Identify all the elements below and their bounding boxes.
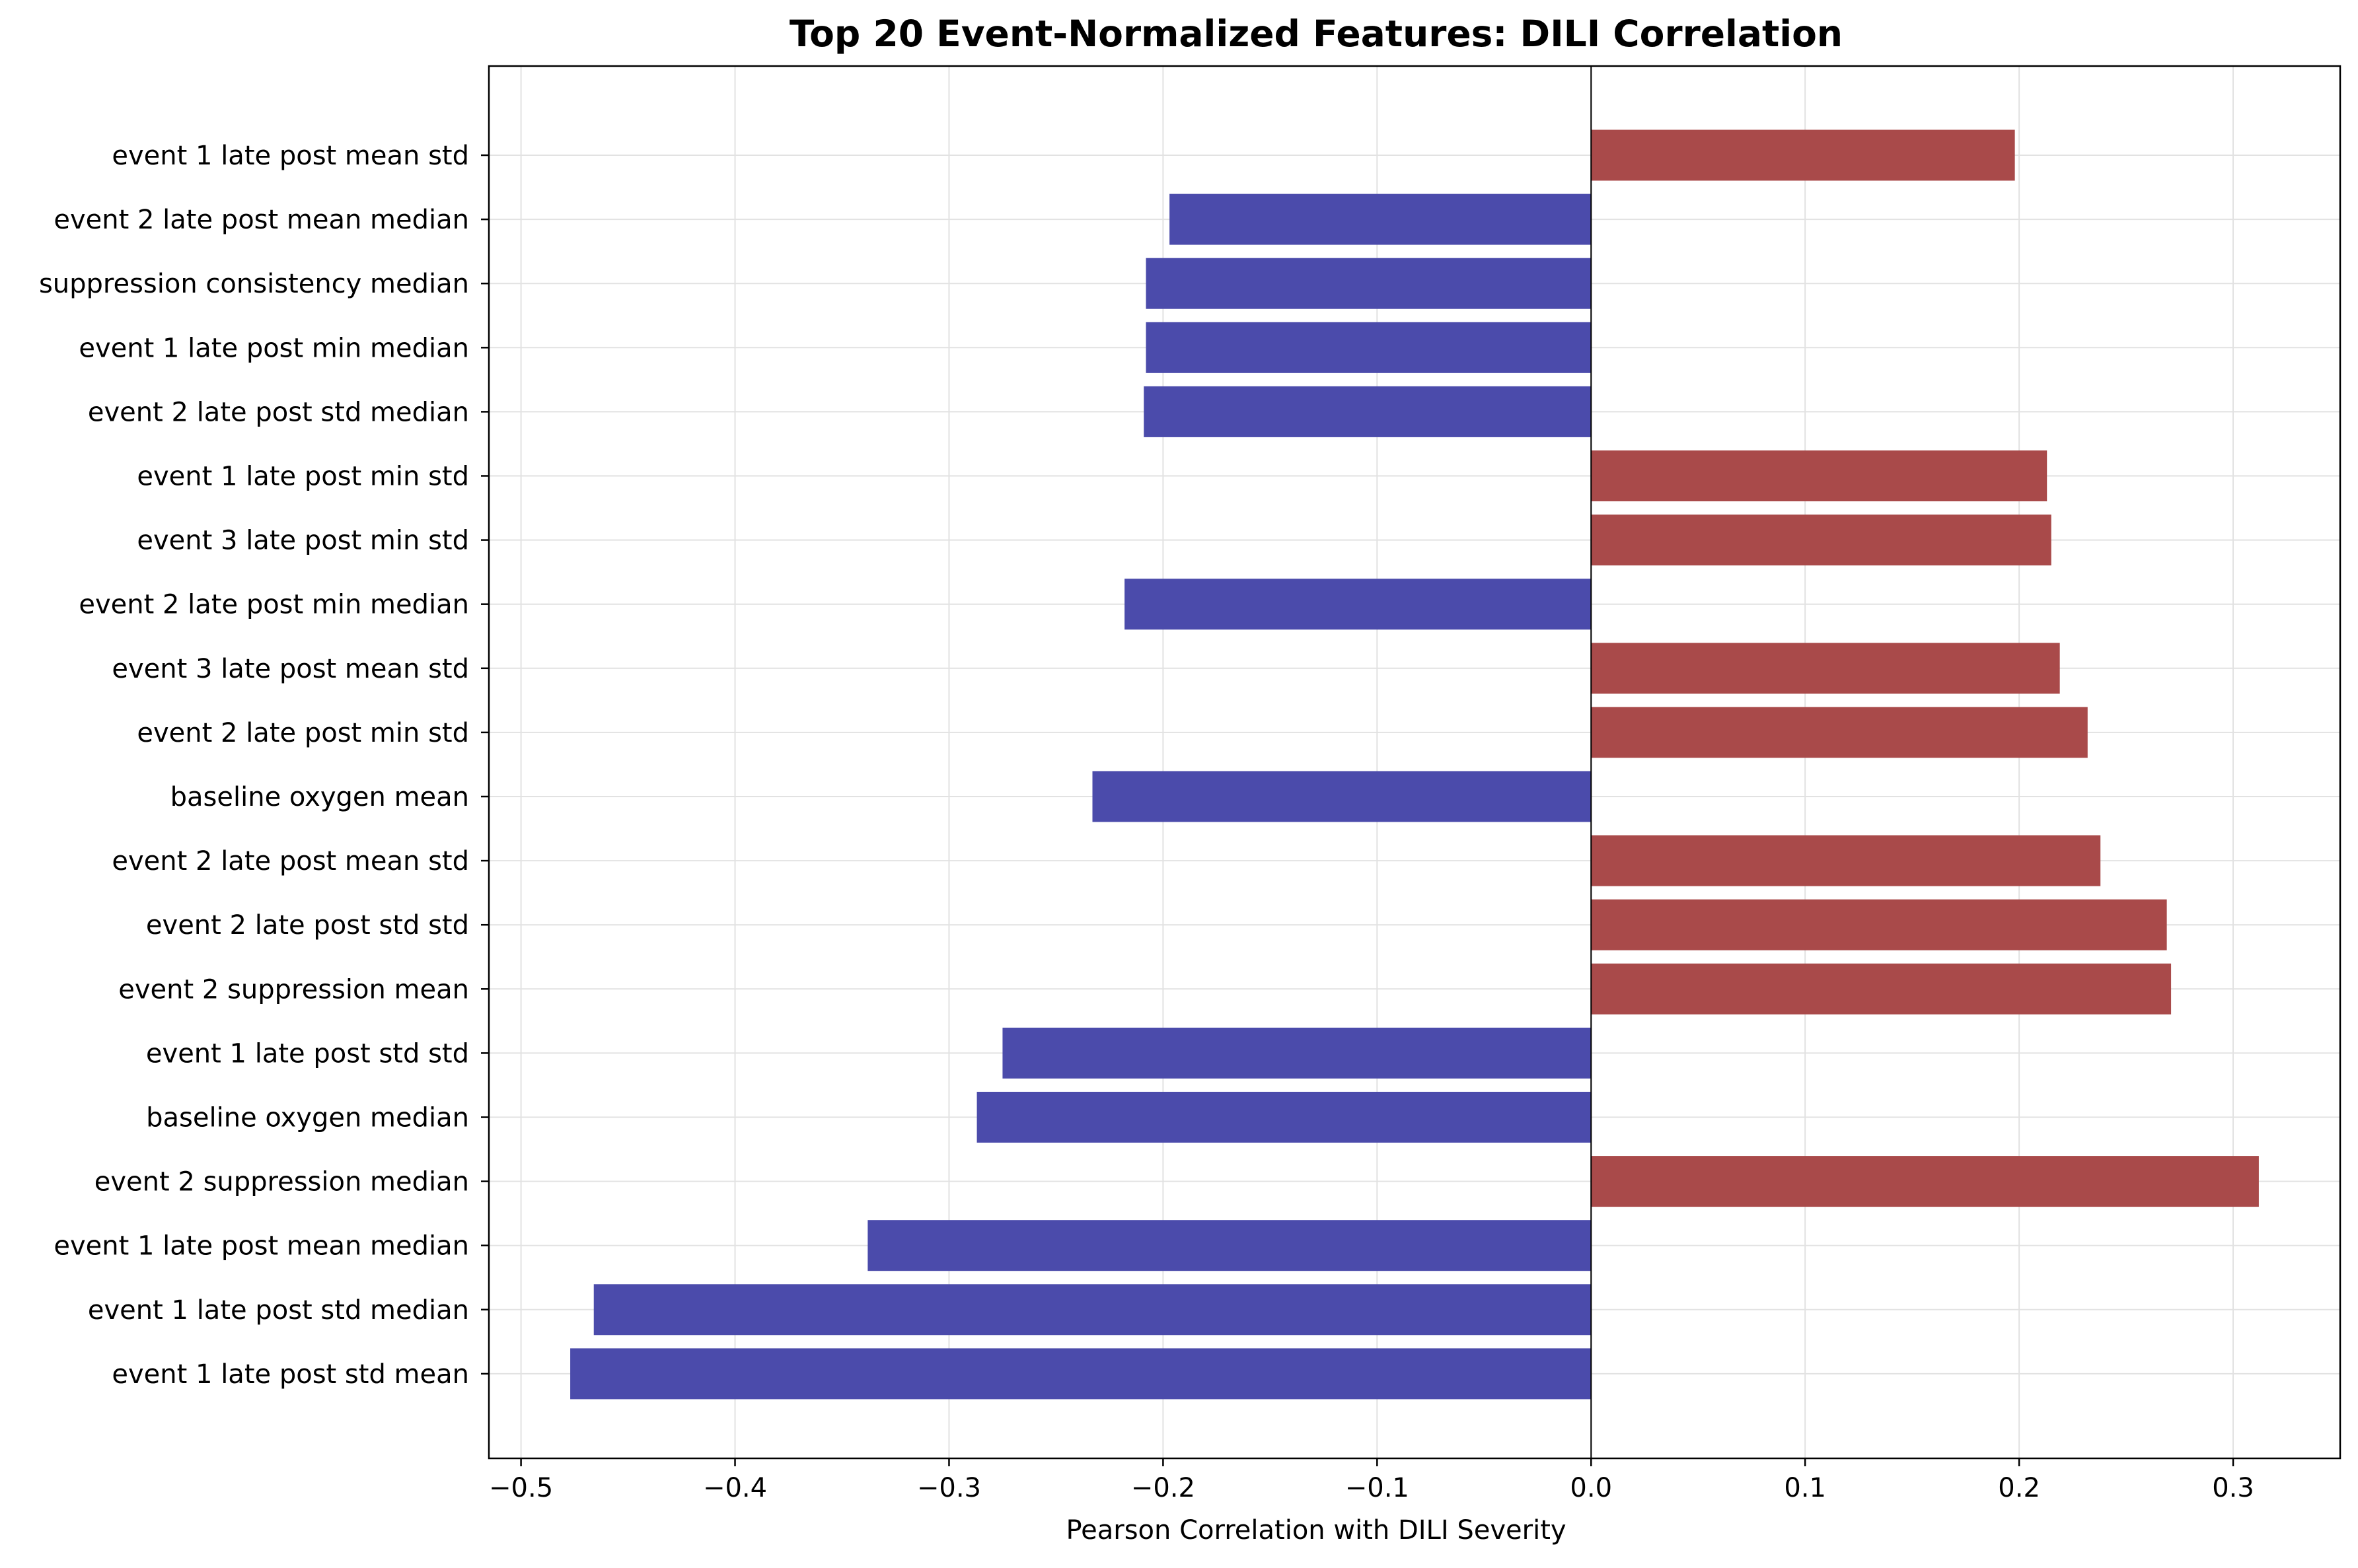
y-tick-label: event 1 late post mean std (112, 141, 469, 171)
y-tick-label: event 2 late post mean median (54, 205, 469, 235)
bar-baseline-oxygen-median (976, 1092, 1592, 1143)
y-tick-label: event 3 late post min std (137, 526, 469, 556)
bar-event-2-late-post-mean-median (1169, 194, 1592, 245)
plot-frame (488, 65, 2341, 1460)
bar-baseline-oxygen-mean (1092, 771, 1592, 822)
bar-event-2-late-post-min-std (1591, 707, 2088, 758)
bar-event-1-late-post-min-median (1146, 322, 1592, 373)
bar-event-1-late-post-std-std (1002, 1027, 1592, 1079)
y-tick-label: event 2 late post mean std (112, 846, 469, 876)
y-tick-label: baseline oxygen mean (170, 782, 469, 812)
x-tick-label: −0.5 (489, 1473, 553, 1503)
bar-event-2-late-post-mean-std (1591, 835, 2101, 886)
y-axis-ticks: event 1 late post mean std event 2 late p… (39, 141, 489, 1390)
y-tick-label: event 2 late post std std (146, 910, 469, 941)
x-tick-label: −0.1 (1345, 1473, 1409, 1503)
bars (570, 129, 2259, 1400)
y-tick-label: event 2 late post std median (88, 397, 469, 427)
bar-event-3-late-post-mean-std (1591, 643, 2060, 694)
y-tick-label: event 1 late post min std (137, 462, 469, 492)
y-tick-label: event 2 suppression median (94, 1167, 469, 1197)
x-tick-label: −0.4 (703, 1473, 767, 1503)
bar-event-2-late-post-std-std (1591, 899, 2167, 950)
x-tick-label: −0.3 (917, 1473, 981, 1503)
bar-suppression-consistency-median (1146, 258, 1592, 309)
x-tick-label: −0.2 (1131, 1473, 1195, 1503)
x-axis-ticks: −0.5 −0.4 −0.3 −0.2 −0.1 0.0 0.1 0.2 0.3 (489, 1458, 2254, 1503)
x-tick-label: 0.3 (2212, 1473, 2254, 1503)
y-tick-label: suppression consistency median (39, 269, 469, 299)
y-tick-label: baseline oxygen median (146, 1103, 469, 1133)
bar-event-1-late-post-min-std (1591, 450, 2047, 501)
y-tick-label: event 2 late post min median (79, 590, 469, 620)
y-tick-label: event 3 late post mean std (112, 654, 469, 684)
y-tick-label: event 1 late post min median (79, 333, 469, 363)
x-tick-label: 0.1 (1784, 1473, 1826, 1503)
bar-event-1-late-post-std-mean (570, 1348, 1592, 1400)
bar-event-2-late-post-std-median (1144, 386, 1592, 437)
y-tick-label: event 1 late post std std (146, 1038, 469, 1069)
x-axis-label: Pearson Correlation with DILI Severity (1066, 1515, 1566, 1546)
y-tick-label: event 1 late post mean median (54, 1231, 469, 1262)
bar-event-2-suppression-median (1591, 1156, 2259, 1207)
y-tick-label: event 2 late post min std (137, 718, 469, 748)
y-tick-label: event 2 suppression mean (118, 974, 469, 1005)
y-tick-label: event 1 late post std median (88, 1295, 469, 1326)
y-tick-label: event 1 late post std mean (112, 1359, 469, 1390)
chart-title: Top 20 Event-Normalized Features: DILI C… (790, 13, 1843, 55)
bar-event-1-late-post-mean-std (1591, 129, 2015, 181)
bar-event-1-late-post-std-median (593, 1284, 1592, 1336)
x-tick-label: 0.2 (1998, 1473, 2040, 1503)
x-tick-label: 0.0 (1570, 1473, 1612, 1503)
bar-event-2-late-post-min-median (1124, 579, 1592, 630)
bar-event-3-late-post-min-std (1591, 515, 2051, 566)
bar-event-2-suppression-mean (1591, 963, 2172, 1015)
bar-event-1-late-post-mean-median (867, 1220, 1592, 1271)
